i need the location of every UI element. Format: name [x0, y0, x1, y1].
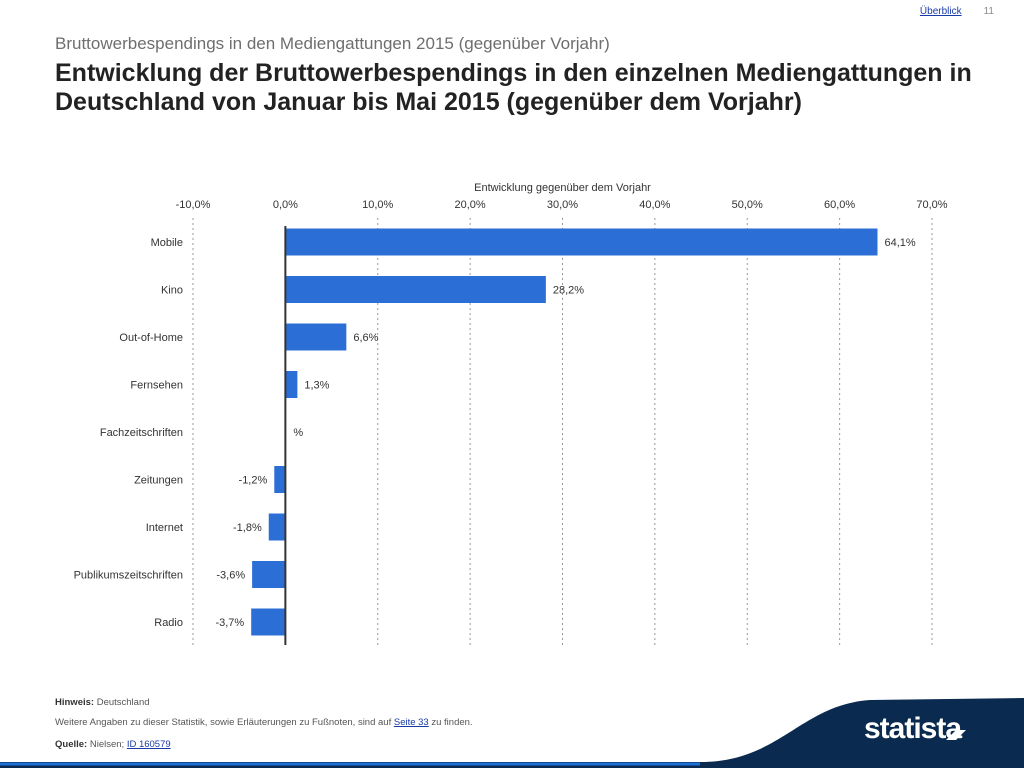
source-id-link[interactable]: ID 160579	[126, 739, 171, 750]
category-label: Publikumszeitschriften	[74, 570, 183, 582]
value-label: -3,6%	[216, 570, 245, 582]
info-text-before: Weitere Angaben zu dieser Statistik, sow…	[55, 717, 392, 728]
bar-chart: Entwicklung gegenüber dem Vorjahr -10,0% 0…	[74, 182, 948, 645]
value-label: %	[293, 427, 303, 439]
x-tick-label: 30,0%	[547, 199, 578, 211]
category-label: Zeitungen	[134, 475, 183, 487]
category-label: Mobile	[151, 237, 183, 249]
x-tick-label: 50,0%	[732, 199, 763, 211]
category-label: Radio	[154, 617, 183, 629]
category-label: Fernsehen	[130, 380, 183, 392]
x-tick-label: -10,0%	[176, 199, 211, 211]
page-subtitle: Bruttowerbespendings in den Mediengattun…	[55, 34, 610, 53]
category-label: Out-of-Home	[119, 332, 183, 344]
bar	[285, 228, 878, 256]
bar	[285, 371, 298, 398]
value-label: 64,1%	[884, 237, 915, 249]
value-label: -3,7%	[215, 617, 244, 629]
value-label: 28,2%	[553, 285, 584, 297]
x-tick-label: 20,0%	[455, 199, 486, 211]
footer-note: Hinweis: Deutschland	[55, 697, 150, 708]
source-label: Quelle:	[55, 739, 88, 750]
statista-logo: statista	[864, 712, 962, 745]
x-tick-label: 60,0%	[824, 199, 855, 211]
top-nav: Überblick 11	[920, 6, 994, 17]
category-label: Kino	[161, 285, 183, 297]
value-label: -1,2%	[239, 475, 268, 487]
bar	[285, 276, 546, 303]
bar	[251, 608, 286, 636]
value-label: 6,6%	[353, 332, 378, 344]
info-text-after: zu finden.	[431, 717, 473, 728]
source-value: Nielsen;	[89, 739, 125, 750]
x-tick-label: 10,0%	[362, 199, 393, 211]
value-label: 1,3%	[304, 380, 329, 392]
note-label: Hinweis:	[55, 697, 95, 708]
footer-source: Quelle: Nielsen; ID 160579	[55, 739, 171, 750]
footer-info: Weitere Angaben zu dieser Statistik, sow…	[55, 717, 473, 728]
bar	[274, 466, 286, 493]
category-label: Internet	[146, 522, 183, 534]
note-value: Deutschland	[96, 697, 150, 708]
x-tick-label: 70,0%	[916, 199, 947, 211]
page-number: 11	[983, 6, 994, 17]
x-axis-title: Entwicklung gegenüber dem Vorjahr	[474, 182, 651, 194]
x-tick-label: 40,0%	[639, 199, 670, 211]
value-label: -1,8%	[233, 522, 262, 534]
overview-link[interactable]: Überblick	[919, 6, 962, 17]
bar	[252, 561, 286, 588]
x-tick-label: 0,0%	[273, 199, 298, 211]
info-page-link[interactable]: Seite 33	[393, 717, 429, 728]
bar	[285, 323, 347, 351]
page-title: Entwicklung der Bruttowerbespendings in …	[55, 59, 972, 116]
bar	[268, 513, 286, 541]
category-label: Fachzeitschriften	[100, 427, 183, 439]
